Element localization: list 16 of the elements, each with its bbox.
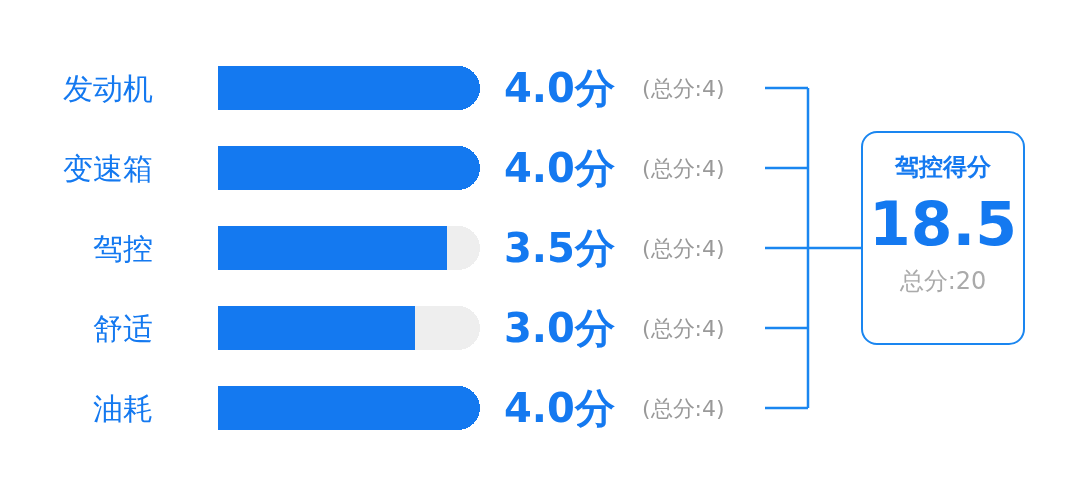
data-label: 3.5分 (504, 225, 615, 271)
y-tick-label: 舒适 (93, 310, 153, 346)
y-tick-label: 变速箱 (63, 150, 153, 186)
data-label: 3.0分 (504, 305, 615, 351)
y-tick-label: 油耗 (93, 390, 153, 426)
text: (总分:4) (642, 316, 725, 341)
text: (总分:4) (642, 156, 725, 181)
score-card: 驾控得分 18.5 总分:20 (861, 131, 1025, 345)
data-label: 4.0分 (504, 145, 615, 191)
text: (总分:4) (642, 396, 725, 421)
data-label: 4.0分 (504, 65, 615, 111)
text: (总分:4) (642, 76, 725, 101)
y-tick-label: 发动机 (63, 70, 153, 106)
text: (总分:4) (642, 236, 725, 261)
data-label: 4.0分 (504, 385, 615, 431)
y-tick-label: 驾控 (93, 230, 153, 266)
